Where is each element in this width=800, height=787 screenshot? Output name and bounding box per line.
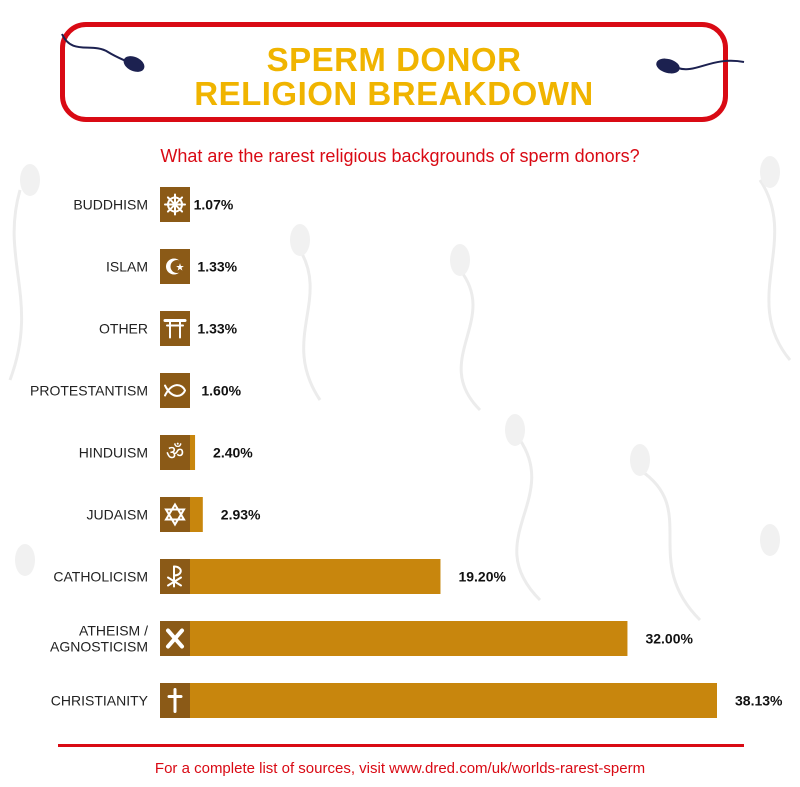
chart-subtitle: What are the rarest religious background… (160, 146, 640, 166)
bar (160, 559, 441, 594)
category-label: JUDAISM (87, 507, 148, 523)
svg-text:ॐ: ॐ (166, 441, 184, 465)
star-of-david-icon (160, 497, 190, 532)
value-label: 1.33% (197, 259, 237, 275)
chart-title-line-2: RELIGION BREAKDOWN (194, 75, 594, 112)
om-icon: ॐ (160, 435, 190, 470)
category-label: BUDDHISM (73, 197, 148, 213)
category-label: AGNOSTICISM (50, 639, 148, 655)
value-label: 38.13% (735, 693, 783, 709)
value-label: 2.93% (221, 507, 261, 523)
footer-divider (58, 744, 744, 747)
svg-text:★: ★ (176, 263, 185, 274)
star-crescent-icon: ★ (160, 249, 190, 284)
value-label: 32.00% (645, 631, 693, 647)
sperm-decoration-left (61, 33, 145, 72)
category-label: PROTESTANTISM (30, 383, 148, 399)
ichthys-fish-icon (160, 373, 190, 408)
value-label: 19.20% (458, 569, 506, 585)
category-label: ISLAM (106, 259, 148, 275)
value-label: 1.07% (194, 197, 234, 213)
value-label: 2.40% (213, 445, 253, 461)
category-label: CHRISTIANITY (51, 693, 149, 709)
value-label: 1.60% (201, 383, 241, 399)
chi-rho-icon (160, 559, 190, 594)
bar (160, 621, 628, 656)
x-icon (160, 621, 190, 656)
bar (160, 683, 717, 718)
torii-gate-icon (160, 311, 190, 346)
category-label: CATHOLICISM (53, 569, 148, 585)
cross-icon (160, 683, 190, 718)
category-label: HINDUISM (79, 445, 148, 461)
value-label: 1.33% (197, 321, 237, 337)
chart-title-line-1: SPERM DONOR (266, 41, 522, 78)
category-label: ATHEISM / (79, 623, 148, 639)
category-label: OTHER (99, 321, 148, 337)
sperm-decoration-right (656, 58, 745, 74)
title-box: SPERM DONOR RELIGION BREAKDOWN (60, 22, 728, 122)
dharma-wheel-icon (160, 187, 190, 222)
footer-source-text: For a complete list of sources, visit ww… (154, 760, 646, 777)
